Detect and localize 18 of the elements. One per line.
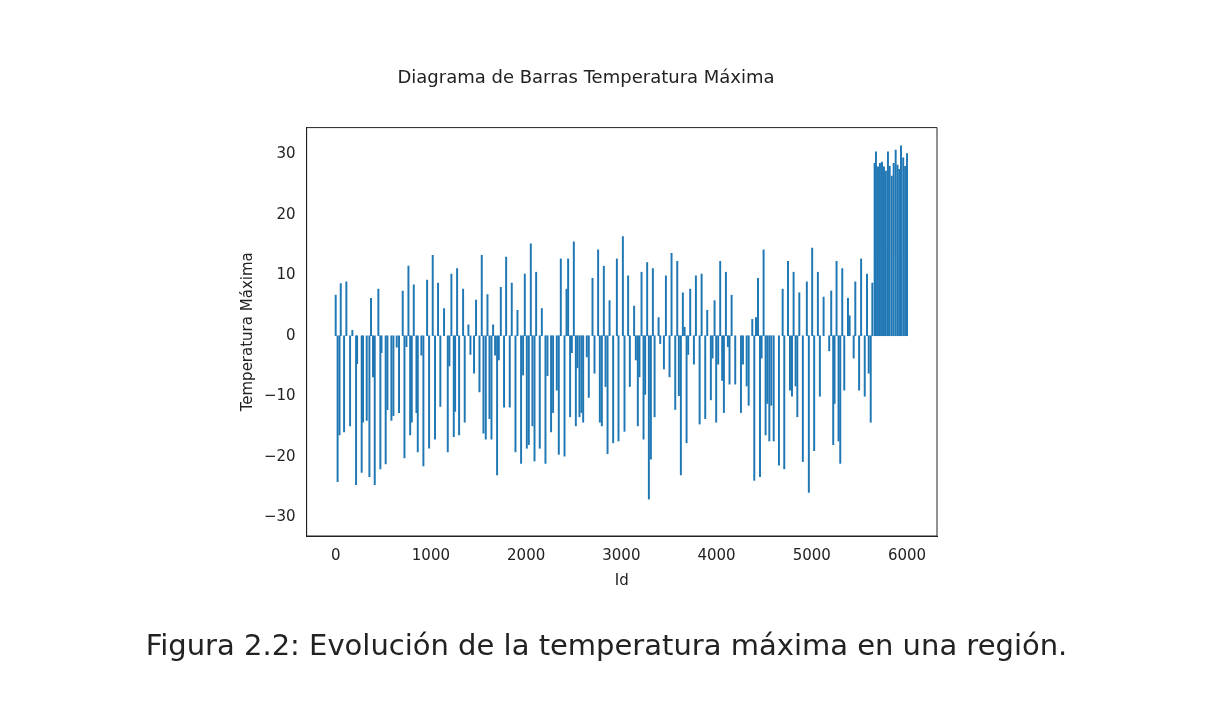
x-tick-label: 4000 [697, 545, 736, 564]
y-tick-label: 0 [286, 325, 296, 344]
text: Figura 2.2: Evolución de la temperatura máxima en una región. [144, 628, 1069, 662]
y-axis-title: Temperatura Máxima [237, 252, 256, 413]
y-tick-label: −20 [264, 446, 296, 465]
y-tick-label: 10 [276, 265, 296, 284]
y-tick-label: 20 [276, 204, 296, 223]
x-tick-label: 3000 [602, 545, 641, 564]
y-tick-label: −30 [264, 507, 296, 526]
x-tick-label: 6000 [887, 545, 927, 564]
x-tick-label: 0 [330, 545, 341, 564]
x-axis-title: Id [614, 570, 629, 589]
x-tick-label: 2000 [507, 545, 546, 564]
x-tick-label: 5000 [792, 545, 831, 564]
y-tick-label: 30 [276, 144, 296, 163]
y-tick-label: −10 [264, 386, 296, 405]
x-tick-label: 1000 [411, 545, 451, 564]
chart-title: Diagrama de Barras Temperatura Máxima [397, 66, 775, 88]
